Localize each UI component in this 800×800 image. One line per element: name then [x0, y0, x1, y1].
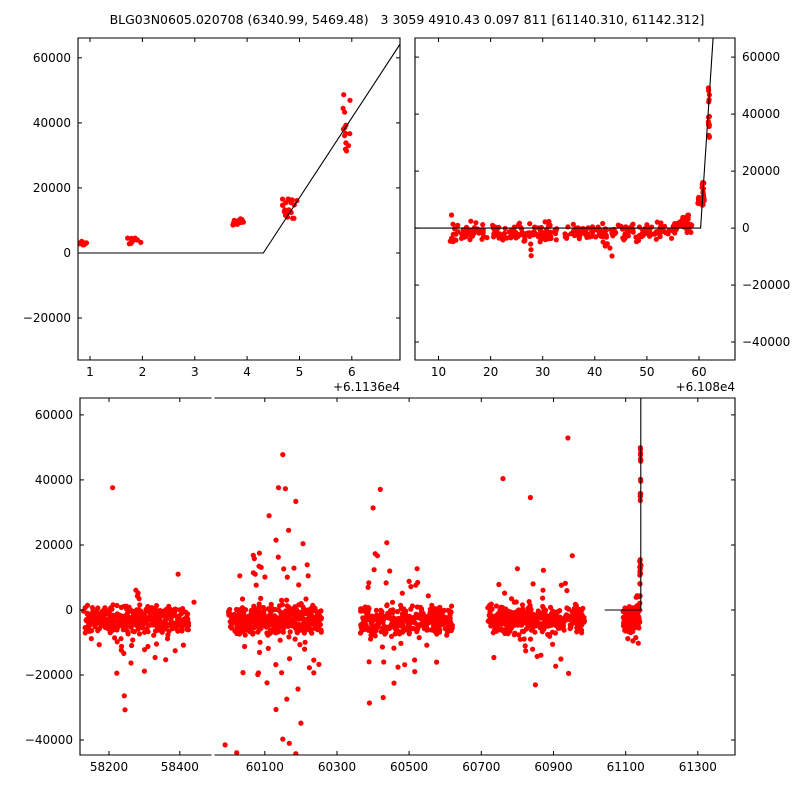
svg-text:40000: 40000 [742, 107, 780, 121]
spines-bottom-right [214, 397, 736, 756]
svg-text:40000: 40000 [33, 116, 71, 130]
svg-text:60900: 60900 [534, 760, 572, 774]
ticks-bottom-left [80, 398, 181, 755]
tick-labels-bottom-right: 60100 60300 60500 60700 60900 61100 61300 [246, 760, 717, 774]
svg-text:5: 5 [296, 365, 304, 379]
svg-text:−20000: −20000 [25, 668, 73, 682]
ticks-top-right [415, 38, 735, 360]
svg-text:3: 3 [191, 365, 199, 379]
axes-top-left: 1 2 3 4 5 6+6.1136e4 −20000 0 20000 40000 60000 [23, 37, 401, 394]
svg-text:20000: 20000 [742, 164, 780, 178]
axes-bottom-right: 60100 60300 60500 60700 60900 61100 61300 [214, 397, 736, 774]
svg-text:60300: 60300 [318, 760, 356, 774]
model-line-top-left [78, 43, 400, 254]
svg-text:60700: 60700 [462, 760, 500, 774]
model-line-top-right [415, 38, 714, 229]
scatter-points-top-left [78, 92, 353, 248]
svg-text:40000: 40000 [35, 473, 73, 487]
tick-labels-top-left: 1 2 3 4 5 6+6.1136e4 −20000 0 20000 40000 60000 [23, 51, 400, 394]
svg-text:60000: 60000 [35, 408, 73, 422]
svg-text:4: 4 [243, 365, 251, 379]
model-line-bottom-right [604, 398, 642, 611]
spines-top-left [77, 37, 401, 361]
svg-text:−40000: −40000 [742, 335, 790, 349]
svg-text:30: 30 [535, 365, 550, 379]
axes-top-right: 10 20 30 40 50 60+6.108e4 −40000 −20000 0 20000 40… [414, 37, 790, 394]
svg-text:2: 2 [139, 365, 147, 379]
ticks-bottom-right [264, 398, 735, 755]
svg-text:60: 60 [691, 365, 706, 379]
spines-bottom-left [79, 397, 212, 756]
svg-text:61300: 61300 [679, 760, 717, 774]
ticks-top-left [78, 38, 400, 360]
tick-labels-top-right: 10 20 30 40 50 60+6.108e4 −40000 −20000 0 20000 40… [431, 50, 790, 394]
svg-text:20000: 20000 [35, 538, 73, 552]
svg-text:58400: 58400 [161, 760, 199, 774]
svg-text:20: 20 [483, 365, 498, 379]
spines-top-right [414, 37, 736, 361]
svg-text:60000: 60000 [33, 51, 71, 65]
axes-bottom-left: 58200 58400 −40000 −20000 0 20000 40000 60000 [25, 397, 212, 774]
svg-text:60500: 60500 [390, 760, 428, 774]
svg-text:58200: 58200 [90, 760, 128, 774]
svg-text:20000: 20000 [33, 181, 71, 195]
svg-text:10: 10 [431, 365, 446, 379]
svg-text:−40000: −40000 [25, 733, 73, 747]
svg-text:0: 0 [63, 246, 71, 260]
svg-text:6: 6 [348, 365, 356, 379]
svg-text:61100: 61100 [607, 760, 645, 774]
svg-text:+6.108e4: +6.108e4 [676, 380, 735, 394]
scatter-points-bottom-right [222, 435, 644, 755]
svg-text:60100: 60100 [246, 760, 284, 774]
svg-text:−20000: −20000 [23, 311, 71, 325]
svg-text:40: 40 [587, 365, 602, 379]
scatter-points-bottom-left [81, 485, 197, 713]
scatter-points-top-right [447, 85, 713, 259]
svg-text:0: 0 [742, 221, 750, 235]
svg-text:0: 0 [65, 603, 73, 617]
figure-title: BLG03N0605.020708 (6340.99, 5469.48) 3 3… [109, 12, 705, 27]
svg-text:50: 50 [639, 365, 654, 379]
svg-text:+6.1136e4: +6.1136e4 [333, 380, 400, 394]
svg-text:1: 1 [86, 365, 94, 379]
tick-labels-bottom-left: 58200 58400 −40000 −20000 0 20000 40000 60000 [25, 408, 199, 774]
svg-text:−20000: −20000 [742, 278, 790, 292]
svg-text:60000: 60000 [742, 50, 780, 64]
